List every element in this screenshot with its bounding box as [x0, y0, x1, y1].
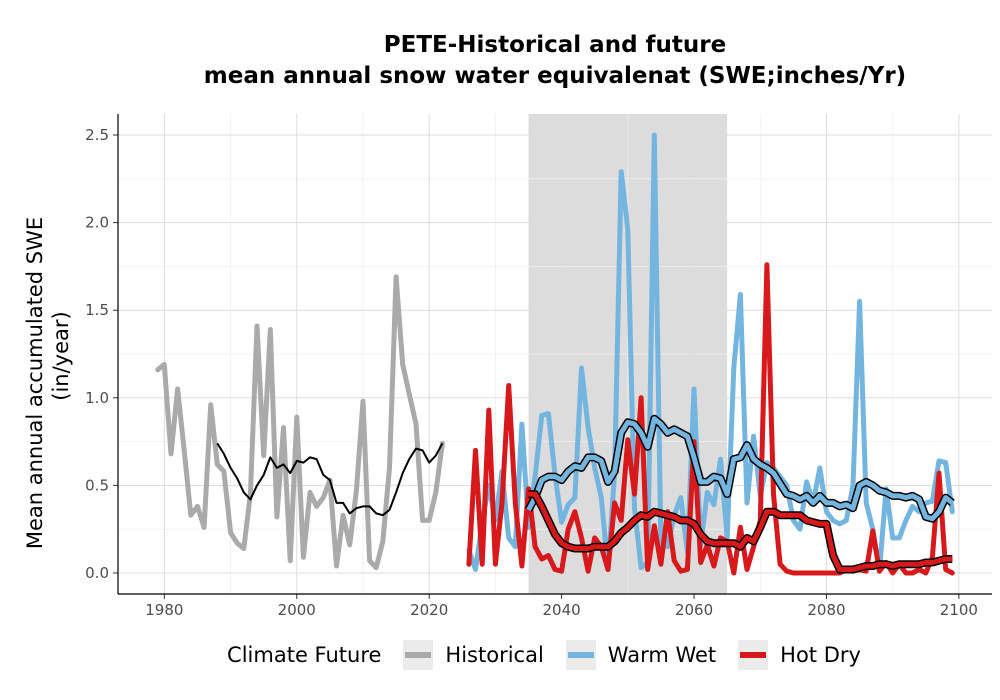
x-tick-label: 2080	[807, 601, 845, 619]
y-axis-label-line-2: (in/year)	[49, 311, 73, 400]
x-tick-label: 2020	[410, 601, 448, 619]
series-line-historical	[155, 274, 445, 571]
legend-key-historical	[403, 640, 434, 670]
y-tick-label: 0.5	[85, 476, 109, 494]
x-tick-label: 2100	[940, 601, 978, 619]
y-axis-label-line-1: Mean annual accumulated SWE	[23, 217, 47, 549]
legend-item-historical: Historical	[403, 640, 544, 670]
legend-item-warm-wet: Warm Wet	[565, 640, 717, 670]
y-tick-label: 0.0	[85, 564, 109, 582]
legend-key-warm-wet	[565, 640, 596, 670]
series-line-historical-mean	[216, 442, 444, 517]
y-tick-label: 1.5	[85, 301, 109, 319]
chart-title-line-1: PETE-Historical and future	[383, 32, 727, 58]
legend-label-historical: Historical	[445, 643, 544, 667]
chart-title: PETE-Historical and future mean annual s…	[110, 30, 1000, 92]
x-tick-label: 1980	[145, 601, 183, 619]
legend-label-hot-dry: Hot Dry	[780, 643, 861, 667]
chart-title-line-2: mean annual snow water equivalenat (SWE;…	[203, 63, 907, 89]
legend-label-warm-wet: Warm Wet	[607, 643, 717, 667]
legend-title: Climate Future	[227, 643, 382, 667]
y-tick-label: 1.0	[85, 389, 109, 407]
legend-key-hot-dry	[738, 640, 769, 670]
legend: Climate Future Historical Warm Wet Hot D…	[0, 640, 1000, 670]
series-line-hot-dry	[466, 262, 955, 576]
x-tick-label: 2060	[675, 601, 713, 619]
series-line-warm-wet-mean	[526, 416, 954, 522]
y-tick-label: 2.0	[85, 214, 109, 232]
series-line-hot-dry-mean	[528, 491, 953, 572]
y-tick-label: 2.5	[85, 126, 109, 144]
x-tick-label: 2000	[278, 601, 316, 619]
legend-item-hot-dry: Hot Dry	[738, 640, 861, 670]
series-layer	[155, 132, 955, 576]
series-line-warm-wet	[466, 132, 955, 574]
x-tick-label: 2040	[543, 601, 581, 619]
axis-layer: 1980 2000 2020 2040 2060 2080 2100 0.0 0.5 1.0 1.5…	[85, 114, 992, 619]
